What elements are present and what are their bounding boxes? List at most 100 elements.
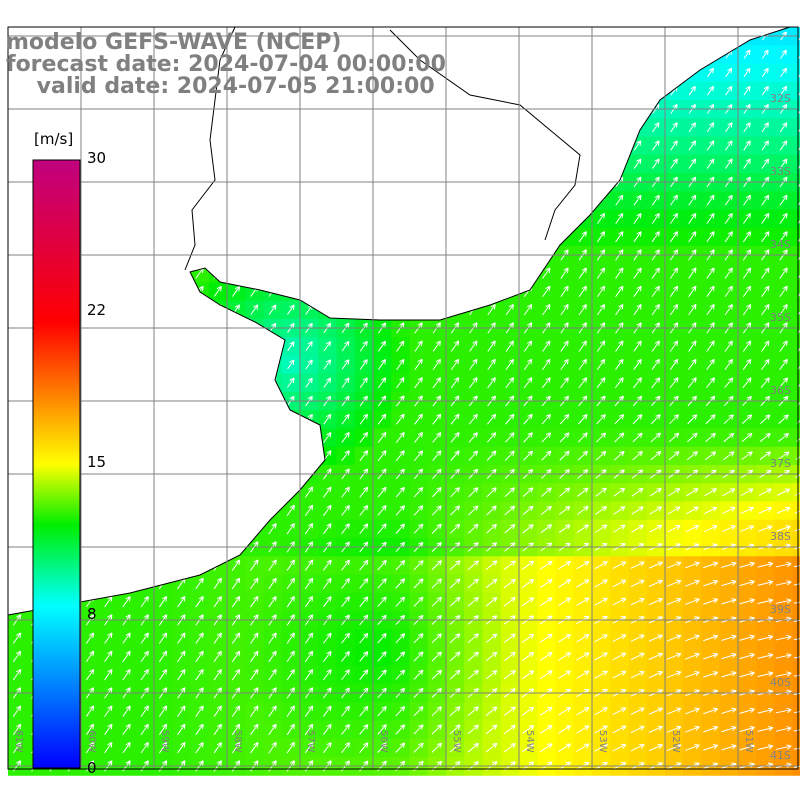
wind-cell — [190, 592, 210, 612]
wind-cell — [701, 227, 721, 247]
wind-cell — [482, 592, 502, 612]
wind-arrow — [341, 651, 350, 662]
wind-arrow — [594, 634, 608, 643]
wind-arrow — [177, 596, 186, 608]
wind-cell — [628, 337, 648, 356]
wind-cell — [628, 373, 648, 393]
wind-arrow — [540, 505, 552, 516]
wind-arrow — [793, 656, 800, 659]
wind-cell — [774, 118, 794, 137]
wind-arrow — [540, 743, 553, 753]
wind-cell — [665, 227, 684, 247]
wind-arrow — [323, 650, 332, 662]
wind-arrow — [503, 724, 516, 735]
wind-cell — [263, 665, 283, 685]
wind-cell — [719, 410, 739, 429]
wind-cell — [391, 373, 410, 393]
wind-arrow — [558, 524, 571, 534]
wind-cell — [610, 209, 629, 229]
wind-arrow — [359, 559, 369, 571]
wind-arrow — [341, 377, 350, 388]
wind-cell — [738, 136, 757, 156]
wind-cell — [190, 647, 210, 667]
wind-cell — [172, 629, 191, 648]
wind-cell — [446, 702, 465, 721]
wind-cell — [354, 410, 374, 429]
wind-cell — [8, 738, 27, 758]
wind-arrow — [359, 632, 369, 644]
wind-arrow — [85, 723, 95, 736]
wind-cell — [318, 574, 337, 594]
wind-arrow — [122, 705, 131, 717]
wind-cell — [117, 702, 137, 721]
wind-arrow — [633, 377, 642, 389]
wind-arrow — [558, 670, 572, 679]
wind-cell — [738, 337, 757, 356]
wind-cell — [427, 483, 447, 502]
wind-cell — [373, 519, 392, 539]
wind-cell — [263, 300, 283, 320]
wind-arrow — [523, 432, 533, 443]
wind-cell — [190, 738, 210, 758]
wind-cell — [409, 483, 429, 502]
wind-arrow — [523, 358, 533, 371]
wind-cell — [592, 227, 611, 247]
wind-arrow — [250, 668, 259, 681]
wind-cell — [610, 355, 629, 375]
wind-cell — [792, 355, 800, 375]
wind-arrow — [522, 505, 534, 516]
wind-arrow — [797, 384, 800, 388]
longitude-label: 61W — [13, 730, 24, 753]
wind-cell — [573, 501, 593, 521]
wind-arrow — [122, 596, 131, 608]
wind-arrow — [341, 705, 350, 717]
wind-cell — [318, 665, 337, 685]
wind-cell — [300, 647, 319, 667]
wind-arrow — [323, 523, 332, 535]
wind-cell — [719, 300, 739, 320]
wind-arrow — [232, 286, 241, 297]
wind-arrow — [341, 486, 350, 498]
wind-arrow — [558, 652, 572, 661]
wind-arrow — [177, 742, 186, 754]
wind-cell — [701, 501, 721, 521]
wind-arrow — [688, 358, 697, 371]
wind-cell — [263, 738, 283, 758]
wind-arrow — [633, 231, 642, 243]
wind-cell — [263, 629, 283, 648]
wind-arrow — [615, 194, 624, 206]
wind-cell — [373, 483, 392, 502]
wind-arrow — [578, 267, 587, 279]
wind-cell — [592, 355, 611, 375]
wind-arrow — [250, 650, 259, 663]
wind-arrow — [505, 358, 514, 371]
wind-arrow — [650, 451, 662, 461]
wind-cell — [172, 647, 191, 667]
wind-cell — [281, 337, 301, 356]
wind-arrow — [486, 413, 497, 425]
wind-arrow — [721, 744, 737, 751]
wind-arrow — [521, 706, 535, 716]
wind-cell — [245, 738, 264, 758]
wind-arrow — [431, 706, 443, 717]
wind-arrow — [521, 597, 535, 607]
wind-arrow — [779, 304, 788, 316]
wind-cell — [500, 501, 520, 521]
wind-arrow — [268, 650, 277, 663]
wind-cell — [8, 665, 27, 685]
wind-arrow — [666, 652, 682, 660]
wind-arrow — [614, 432, 625, 443]
wind-cell — [482, 483, 502, 502]
wind-cell — [208, 574, 228, 594]
wind-arrow — [503, 706, 516, 716]
wind-arrow — [304, 723, 314, 736]
wind-arrow — [468, 413, 478, 425]
wind-cell — [135, 665, 155, 685]
wind-arrow — [669, 377, 679, 389]
wind-arrow — [468, 377, 478, 389]
wind-arrow — [503, 633, 516, 643]
wind-arrow — [578, 340, 587, 352]
wind-cell — [519, 702, 538, 721]
wind-cell — [446, 337, 465, 356]
wind-cell — [99, 647, 118, 667]
